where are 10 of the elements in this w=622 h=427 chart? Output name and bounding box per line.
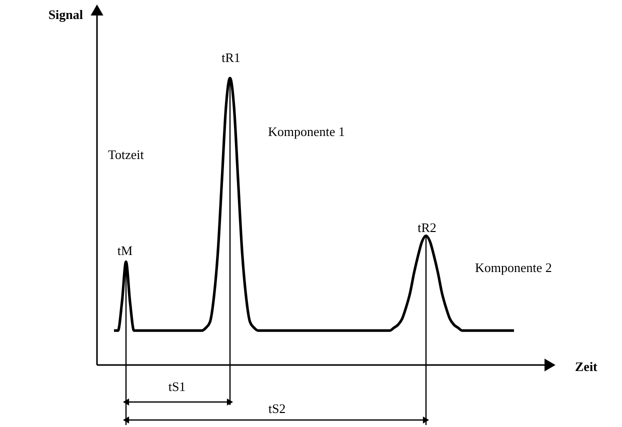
text: tR1 [222,50,240,65]
annotation: tR2 [418,220,436,235]
text: tS2 [268,401,286,416]
annotation: tM [117,243,134,258]
annotation: Komponente 1 [268,124,345,139]
y-axis-title: Signal [48,7,84,22]
annotation: Totzeit [108,147,144,162]
annotation: Komponente 2 [475,260,552,275]
text: tS1 [168,379,186,394]
x-axis-title: Zeit [575,359,598,374]
